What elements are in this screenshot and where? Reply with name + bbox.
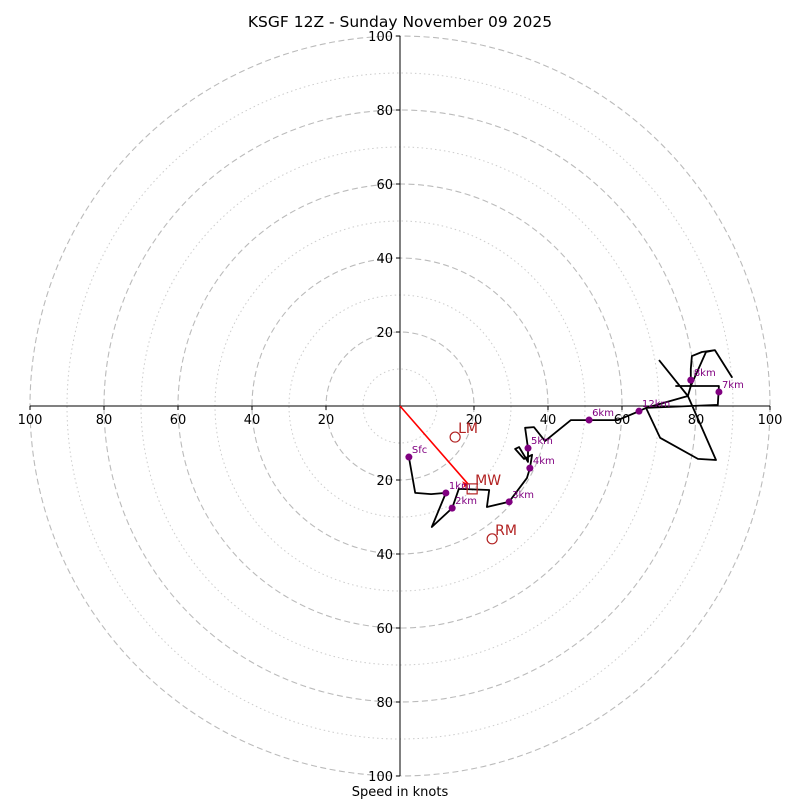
height-label-4km: 4km [533, 456, 555, 467]
storm-motion-markers: LM MW RM [449, 421, 517, 545]
height-marker-4km [526, 464, 534, 472]
height-marker-2km [448, 504, 456, 512]
height-marker-8km [687, 376, 695, 384]
height-marker-3km [505, 498, 513, 506]
height-marker-1km [442, 489, 450, 497]
x-tick-label: 80 [96, 413, 113, 428]
y-tick-label: 40 [376, 252, 393, 267]
height-label-1km: 1km [449, 481, 471, 492]
height-label-2km: 2km [455, 496, 477, 507]
tick-labels: 100 80 60 40 20 20 40 60 80 100100806040202040608… [18, 30, 783, 785]
chart-title: KSGF 12Z - Sunday November 09 2025 [248, 13, 552, 31]
height-label-sfc: Sfc [412, 445, 427, 456]
y-tick-label: 60 [376, 178, 393, 193]
y-tick-label: 20 [376, 474, 393, 489]
height-label-8km: 8km [694, 368, 716, 379]
y-tick-label: 80 [376, 104, 393, 119]
y-tick-label: 100 [368, 770, 393, 785]
storm-label-mw: MW [475, 473, 501, 489]
shear-vector-line [399, 405, 469, 485]
trace-line [408, 349, 733, 528]
height-label-3km: 3km [512, 490, 534, 501]
height-marker-6km [585, 416, 593, 424]
height-marker-12km [635, 407, 643, 415]
storm-marker-rm [486, 533, 498, 545]
height-marker-5km [524, 444, 532, 452]
x-tick-label: 20 [318, 413, 335, 428]
height-label-7km: 7km [722, 380, 744, 391]
y-tick-label: 20 [376, 326, 393, 341]
height-label-6km: 6km [592, 408, 614, 419]
storm-label-rm: RM [495, 523, 517, 539]
x-axis-label: Speed in knots [352, 785, 449, 800]
x-tick-label: 20 [466, 413, 483, 428]
y-tick-label: 60 [376, 622, 393, 637]
height-label-5km: 5km [531, 436, 553, 447]
y-tick-label: 100 [368, 30, 393, 45]
height-marker-sfc [405, 453, 413, 461]
height-label-12km: 12km [642, 399, 670, 410]
x-tick-label: 100 [758, 413, 783, 428]
storm-marker-mw [466, 483, 478, 495]
hodograph-trace [399, 349, 733, 528]
x-tick-label: 40 [244, 413, 261, 428]
y-tick-label: 40 [376, 548, 393, 563]
x-tick-label: 40 [540, 413, 557, 428]
height-marker-7km [715, 388, 723, 396]
storm-label-lm: LM [458, 421, 478, 437]
height-markers: Sfc 1km 2km 3km 4km 5km 6km 7km 8km 12km [405, 368, 744, 512]
shear-vector-arrowhead [462, 481, 469, 489]
x-tick-label: 60 [170, 413, 187, 428]
x-tick-label: 100 [18, 413, 43, 428]
y-tick-label: 80 [376, 696, 393, 711]
storm-marker-lm [449, 431, 461, 443]
